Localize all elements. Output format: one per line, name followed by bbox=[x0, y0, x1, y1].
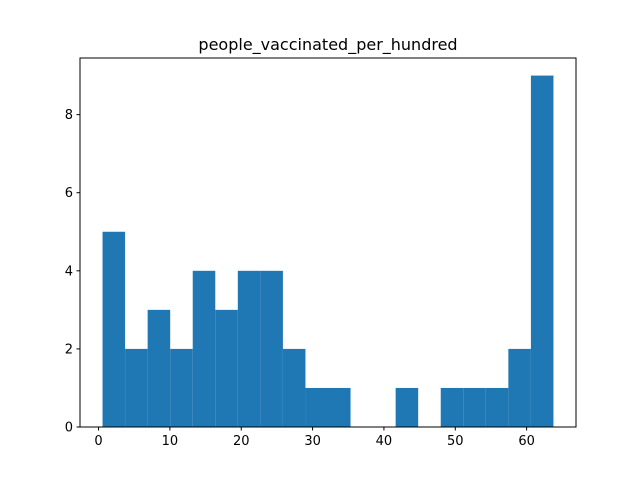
x-tick-label: 30 bbox=[304, 434, 321, 449]
x-tick-label: 40 bbox=[376, 434, 393, 449]
bar bbox=[328, 387, 351, 427]
bar bbox=[237, 270, 261, 427]
bar bbox=[102, 231, 126, 427]
bar bbox=[440, 387, 464, 427]
bar bbox=[192, 270, 216, 427]
bar bbox=[215, 309, 238, 427]
bar bbox=[260, 270, 283, 427]
bar bbox=[508, 348, 531, 427]
bar bbox=[147, 309, 171, 427]
chart-title: people_vaccinated_per_hundred bbox=[198, 35, 457, 55]
bar bbox=[305, 387, 328, 427]
x-tick-label: 10 bbox=[162, 434, 179, 449]
bar bbox=[170, 348, 193, 427]
x-tick-label: 20 bbox=[233, 434, 250, 449]
bar bbox=[485, 387, 509, 427]
y-tick-label: 8 bbox=[65, 108, 73, 123]
bar bbox=[125, 348, 148, 427]
bar bbox=[530, 75, 554, 428]
y-tick-label: 6 bbox=[65, 186, 73, 201]
y-tick-label: 4 bbox=[65, 264, 73, 279]
x-tick-label: 0 bbox=[94, 434, 102, 449]
bar bbox=[282, 348, 306, 427]
bar bbox=[463, 387, 486, 427]
x-tick-label: 50 bbox=[447, 434, 464, 449]
bar bbox=[395, 387, 419, 427]
y-tick-label: 0 bbox=[65, 421, 73, 436]
x-tick-label: 60 bbox=[518, 434, 535, 449]
plot-frame bbox=[79, 57, 577, 428]
y-tick-label: 2 bbox=[65, 342, 73, 357]
